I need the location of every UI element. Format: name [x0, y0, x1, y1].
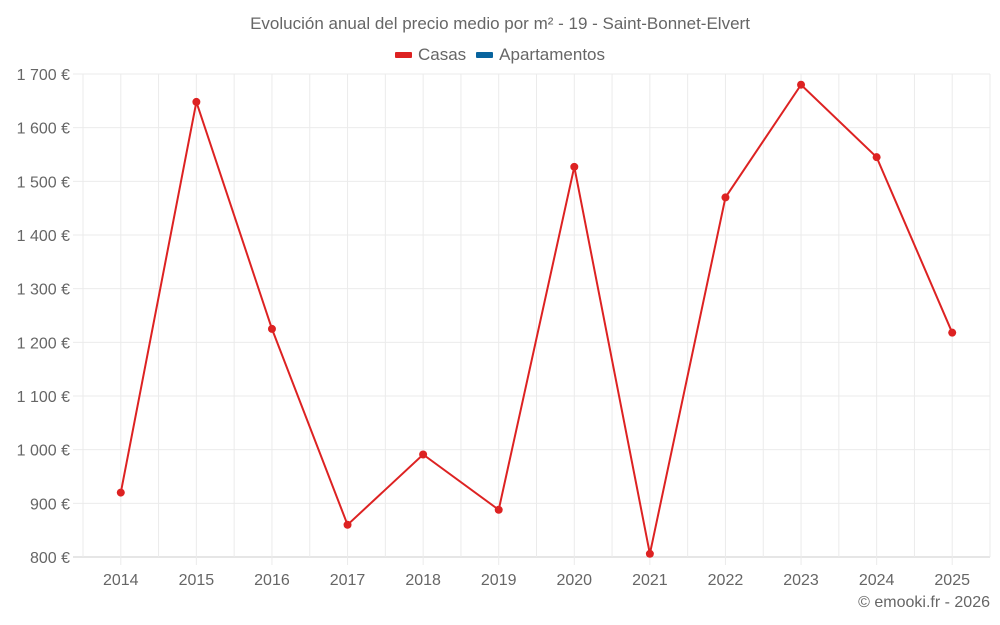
- y-tick-label: 1 200 €: [17, 335, 70, 352]
- x-tick-label: 2025: [934, 572, 970, 589]
- data-point[interactable]: [797, 80, 806, 89]
- data-point[interactable]: [494, 505, 503, 514]
- x-tick-label: 2021: [632, 572, 668, 589]
- data-point[interactable]: [116, 488, 125, 497]
- x-tick-label: 2014: [103, 572, 139, 589]
- x-tick-label: 2018: [405, 572, 441, 589]
- x-tick-label: 2020: [556, 572, 592, 589]
- legend: Casas Apartamentos: [0, 45, 1000, 65]
- legend-label-casas: Casas: [417, 45, 467, 64]
- y-tick-label: 1 700 €: [17, 67, 70, 84]
- x-tick-label: 2015: [179, 572, 215, 589]
- data-point[interactable]: [419, 450, 428, 459]
- data-point[interactable]: [872, 153, 881, 162]
- y-tick-label: 1 600 €: [17, 121, 70, 138]
- y-tick-label: 1 300 €: [17, 282, 70, 299]
- data-point[interactable]: [721, 193, 730, 202]
- x-tick-label: 2023: [783, 572, 819, 589]
- y-tick-label: 900 €: [30, 496, 70, 513]
- data-point[interactable]: [645, 549, 654, 558]
- legend-item-apartamentos[interactable]: Apartamentos: [476, 45, 605, 65]
- x-tick-label: 2016: [254, 572, 290, 589]
- credit-text: © emooki.fr - 2026: [858, 594, 990, 611]
- x-tick-label: 2019: [481, 572, 517, 589]
- x-tick-label: 2022: [708, 572, 744, 589]
- x-tick-label: 2017: [330, 572, 366, 589]
- y-tick-label: 800 €: [30, 550, 70, 567]
- legend-label-apartamentos: Apartamentos: [499, 45, 606, 64]
- x-tick-label: 2024: [859, 572, 895, 589]
- y-tick-label: 1 000 €: [17, 443, 70, 460]
- legend-swatch-casas: [394, 52, 412, 58]
- legend-item-casas[interactable]: Casas: [394, 45, 467, 65]
- y-tick-label: 1 100 €: [17, 389, 70, 406]
- data-point[interactable]: [343, 520, 352, 529]
- legend-swatch-apartamentos: [476, 52, 494, 58]
- series-line-casas: [119, 83, 954, 554]
- data-point[interactable]: [570, 162, 579, 171]
- data-point[interactable]: [192, 97, 201, 106]
- data-point[interactable]: [267, 324, 276, 333]
- data-point[interactable]: [948, 328, 957, 337]
- y-tick-label: 1 500 €: [17, 174, 70, 191]
- y-tick-label: 1 400 €: [17, 228, 70, 245]
- chart-title: Evolución anual del precio medio por m² …: [250, 14, 750, 33]
